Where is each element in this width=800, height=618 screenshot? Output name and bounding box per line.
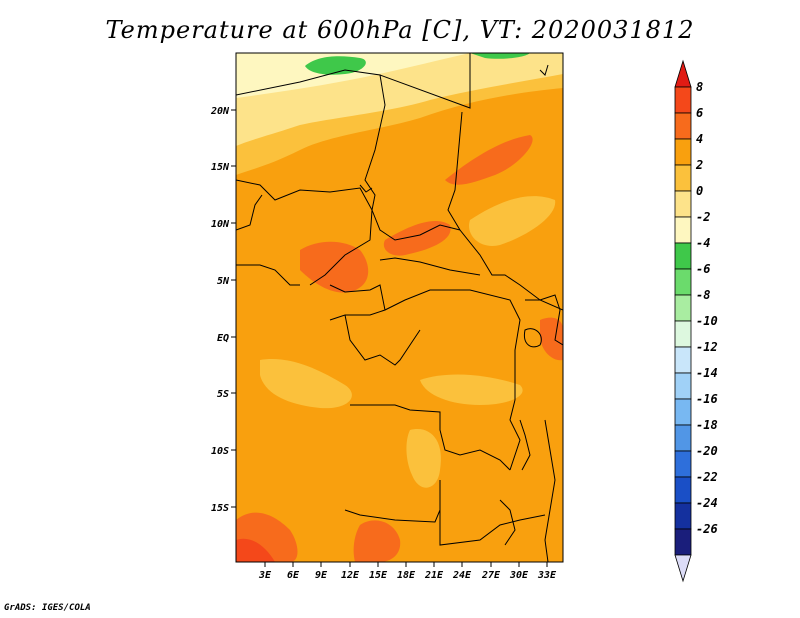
field-cold-patch-west [305,56,366,75]
colorbar-label: 8 [696,80,703,94]
border-sudan [447,111,563,311]
field-hot-patch-southwest [236,538,275,562]
colorbar-segment [674,372,692,400]
colorbar-segment [674,138,692,166]
lon-label: 21E [424,570,444,581]
colorbar-top-triangle [674,59,692,88]
field-cool-patch-zambia [406,429,441,488]
border-uganda-kenya [525,294,563,346]
lat-label: 20N [210,106,230,117]
colorbar-label: -6 [696,262,710,276]
lat-label: 5N [217,276,230,287]
border-lake-chad [359,184,373,193]
colorbar-segment [674,528,692,556]
lat-label: 15S [211,503,229,514]
border-sinai [539,64,549,76]
colorbar-label: -2 [696,210,710,224]
colorbar-label: -16 [696,392,718,406]
lon-axis: 3E 6E 9E 12E 15E 18E 21E 24E 27E 30E 33E [258,562,557,581]
border-zambia [439,480,546,546]
border-angola-drc [350,404,511,471]
field-cool-patch-sudan [469,196,556,246]
border-angola-namibia [344,509,441,523]
colorbar-segment [674,294,692,322]
field-cold-patch-east [470,53,530,59]
colorbar-label: -24 [696,496,718,510]
border-nigeria [236,179,373,286]
lon-label: 3E [258,570,272,581]
colorbar-label: 2 [695,158,703,172]
border-niger-chad [236,69,386,211]
colorbar-segment [674,216,692,244]
lon-label: 27E [481,570,501,581]
lon-label: 15E [369,570,388,581]
lat-label: EQ [217,333,229,344]
field-band-m4tom2 [236,53,470,98]
field-cool-patch-angola-coast [260,359,352,409]
colorbar-label: 0 [696,184,703,198]
field-cool-patch-congo [420,374,523,405]
temperature-field [236,53,563,562]
colorbar-segment [674,112,692,140]
lon-label: 24E [452,570,472,581]
colorbar-segment [674,502,692,530]
map-frame [235,52,564,563]
border-lake-victoria [523,328,542,348]
colorbar-segment [674,164,692,192]
colorbar-segment [674,242,692,270]
border-west-coast [236,264,300,286]
colorbar-segment [674,424,692,452]
colorbar-label: -26 [696,522,718,536]
border-congo [344,314,421,366]
colorbar [674,59,692,583]
lat-axis: 20N 15N 10N 5N EQ 5S 10S 15S [210,106,236,514]
colorbar-label: -10 [696,314,718,328]
credit-text: GrADS: IGES/COLA [4,603,91,613]
colorbar-bottom-triangle [674,554,692,583]
colorbar-label: 6 [696,106,703,120]
lon-label: 12E [341,570,360,581]
border-lake-tanganyika [519,419,531,471]
lat-label: 15N [211,162,230,173]
colorbar-segment [674,86,692,114]
field-warm-patch-car [383,220,451,256]
colorbar-label: -12 [696,340,718,354]
border-car-drc [379,257,481,276]
colorbar-label: -22 [696,470,718,484]
border-benin-togo [236,194,263,231]
border-cameroon-gabon [329,284,386,321]
field-warm-patch-south [353,520,401,562]
colorbar-segment [674,476,692,504]
lon-label: 30E [509,570,529,581]
field-warm-patch-northeast [445,135,533,185]
border-malawi [544,419,556,562]
country-borders [236,53,563,562]
border-chad-car [371,209,461,241]
colorbar-segment [674,450,692,478]
colorbar-labels: 8 6 4 2 0 -2 -4 -6 -8 -10 -12 -14 -16 -18 -20 -22 -24 -26 [695,80,718,536]
lat-label: 5S [217,389,229,400]
colorbar-label: -8 [696,288,710,302]
colorbar-segment [674,346,692,374]
colorbar-segment [674,268,692,296]
colorbar-segment [674,320,692,348]
chart-title: Temperature at 600hPa [C], VT: 202003181… [105,16,695,44]
lon-label: 18E [397,570,416,581]
colorbar-segment [674,190,692,218]
lat-label: 10S [211,446,229,457]
lon-label: 33E [537,570,557,581]
colorbar-label: 4 [696,132,703,146]
border-drc-east [384,289,521,471]
border-lake-malawi [499,499,516,546]
lon-label: 9E [315,570,328,581]
colorbar-label: -4 [696,236,710,250]
colorbar-label: -20 [696,444,718,458]
colorbar-label: -18 [696,418,718,432]
colorbar-segment [674,398,692,426]
lat-label: 10N [211,219,230,230]
border-libya [379,53,471,109]
colorbar-label: -14 [696,366,718,380]
lon-label: 6E [287,570,300,581]
